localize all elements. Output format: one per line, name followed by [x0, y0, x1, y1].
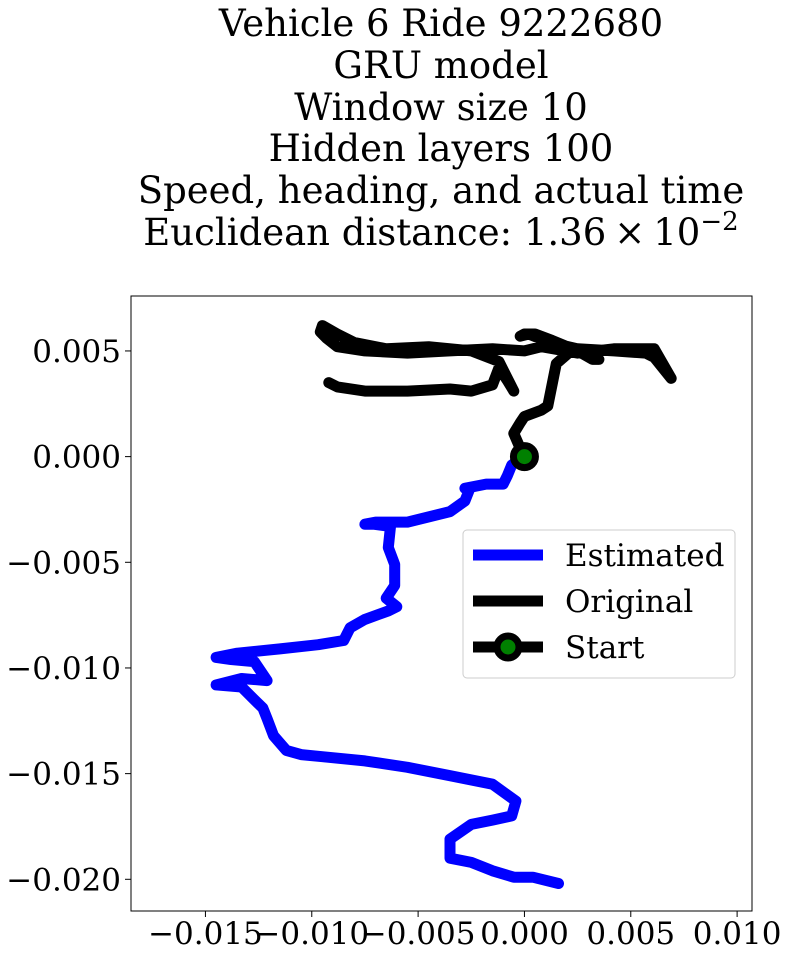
- title-line-5: Speed, heading, and actual time: [138, 169, 745, 212]
- x-tick-label: 0.000: [480, 916, 569, 952]
- x-tick-label: 0.010: [693, 916, 782, 952]
- x-tick-label: −0.010: [254, 916, 369, 952]
- distance-part-1: Euclidean distance: 1.36: [143, 211, 606, 254]
- plot-area: [210, 320, 677, 889]
- series-original-line: [314, 320, 677, 463]
- y-tick-label: −0.005: [6, 545, 121, 581]
- x-tick-label: −0.015: [148, 916, 263, 952]
- title-line-2: GRU model: [333, 44, 548, 87]
- y-tick-label: 0.000: [32, 440, 121, 476]
- series-estimated-line: [210, 451, 564, 889]
- y-axis: 0.005 0.000 −0.005 −0.010 −0.015 −0.020: [6, 334, 131, 898]
- title-line-4: Hidden layers 100: [269, 127, 614, 170]
- y-tick-label: −0.010: [6, 651, 121, 687]
- title-line-1: Vehicle 6 Ride 9222680: [218, 2, 663, 45]
- x-tick-label: −0.005: [361, 916, 476, 952]
- distance-part-2: ×: [614, 211, 645, 254]
- legend: Estimated Original Start: [462, 529, 736, 679]
- legend-frame: [462, 529, 736, 679]
- start-marker: [509, 442, 539, 472]
- distance-part-4: −2: [700, 207, 738, 237]
- legend-label-start: Start: [565, 630, 645, 666]
- title-line-distance: Euclidean distance: 1.36 × 10−2: [143, 207, 738, 254]
- legend-label-estimated: Estimated: [565, 538, 724, 574]
- distance-part-3: 10: [653, 211, 700, 254]
- title-line-3: Window size 10: [294, 86, 588, 129]
- y-tick-label: 0.005: [32, 334, 121, 370]
- x-tick-label: 0.005: [586, 916, 675, 952]
- legend-label-original: Original: [565, 584, 693, 620]
- y-tick-label: −0.015: [6, 757, 121, 793]
- x-axis: −0.015−0.010−0.005 0.000 0.005 0.010: [148, 911, 781, 952]
- legend-marker-start: [493, 632, 523, 662]
- y-tick-label: −0.020: [6, 862, 121, 898]
